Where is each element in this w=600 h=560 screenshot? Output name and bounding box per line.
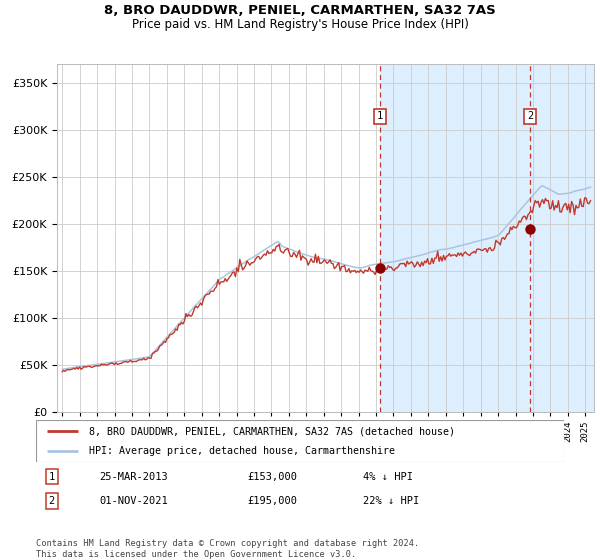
Text: 1: 1: [49, 472, 55, 482]
Text: 01-NOV-2021: 01-NOV-2021: [100, 496, 168, 506]
Text: HPI: Average price, detached house, Carmarthenshire: HPI: Average price, detached house, Carm…: [89, 446, 395, 456]
Text: £153,000: £153,000: [247, 472, 297, 482]
Text: 22% ↓ HPI: 22% ↓ HPI: [364, 496, 419, 506]
Text: 2: 2: [49, 496, 55, 506]
Text: 4% ↓ HPI: 4% ↓ HPI: [364, 472, 413, 482]
Text: 1: 1: [377, 111, 383, 122]
Text: 8, BRO DAUDDWR, PENIEL, CARMARTHEN, SA32 7AS (detached house): 8, BRO DAUDDWR, PENIEL, CARMARTHEN, SA32…: [89, 426, 455, 436]
Text: 25-MAR-2013: 25-MAR-2013: [100, 472, 168, 482]
Text: 2: 2: [527, 111, 533, 122]
Text: Contains HM Land Registry data © Crown copyright and database right 2024.
This d: Contains HM Land Registry data © Crown c…: [36, 539, 419, 559]
Bar: [380, 64, 600, 412]
Text: 8, BRO DAUDDWR, PENIEL, CARMARTHEN, SA32 7AS: 8, BRO DAUDDWR, PENIEL, CARMARTHEN, SA32…: [104, 4, 496, 17]
Text: £195,000: £195,000: [247, 496, 297, 506]
Text: Price paid vs. HM Land Registry's House Price Index (HPI): Price paid vs. HM Land Registry's House …: [131, 18, 469, 31]
